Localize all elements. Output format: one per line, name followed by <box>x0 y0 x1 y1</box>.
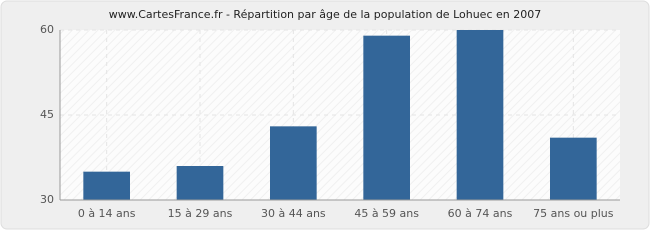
y-tick-label: 30 <box>40 193 54 206</box>
bar <box>456 30 504 200</box>
y-tick-label: 45 <box>40 108 54 121</box>
x-tick-label: 30 à 44 ans <box>261 207 326 220</box>
chart: www.CartesFrance.fr - Répartition par âg… <box>0 0 650 230</box>
bar <box>270 126 317 200</box>
page: {"chart_data": {"type": "bar", "title": … <box>0 0 650 230</box>
chart-title: www.CartesFrance.fr - Répartition par âg… <box>109 8 541 21</box>
x-tick-label: 75 ans ou plus <box>533 207 614 220</box>
y-tick-label: 60 <box>40 23 54 36</box>
bar <box>363 35 410 200</box>
x-tick-label: 60 à 74 ans <box>448 207 513 220</box>
x-tick-label: 45 à 59 ans <box>354 207 419 220</box>
bar <box>83 171 130 200</box>
x-tick-label: 15 à 29 ans <box>168 207 233 220</box>
bar <box>550 137 597 200</box>
x-tick-label: 0 à 14 ans <box>78 207 136 220</box>
bar <box>176 166 224 200</box>
